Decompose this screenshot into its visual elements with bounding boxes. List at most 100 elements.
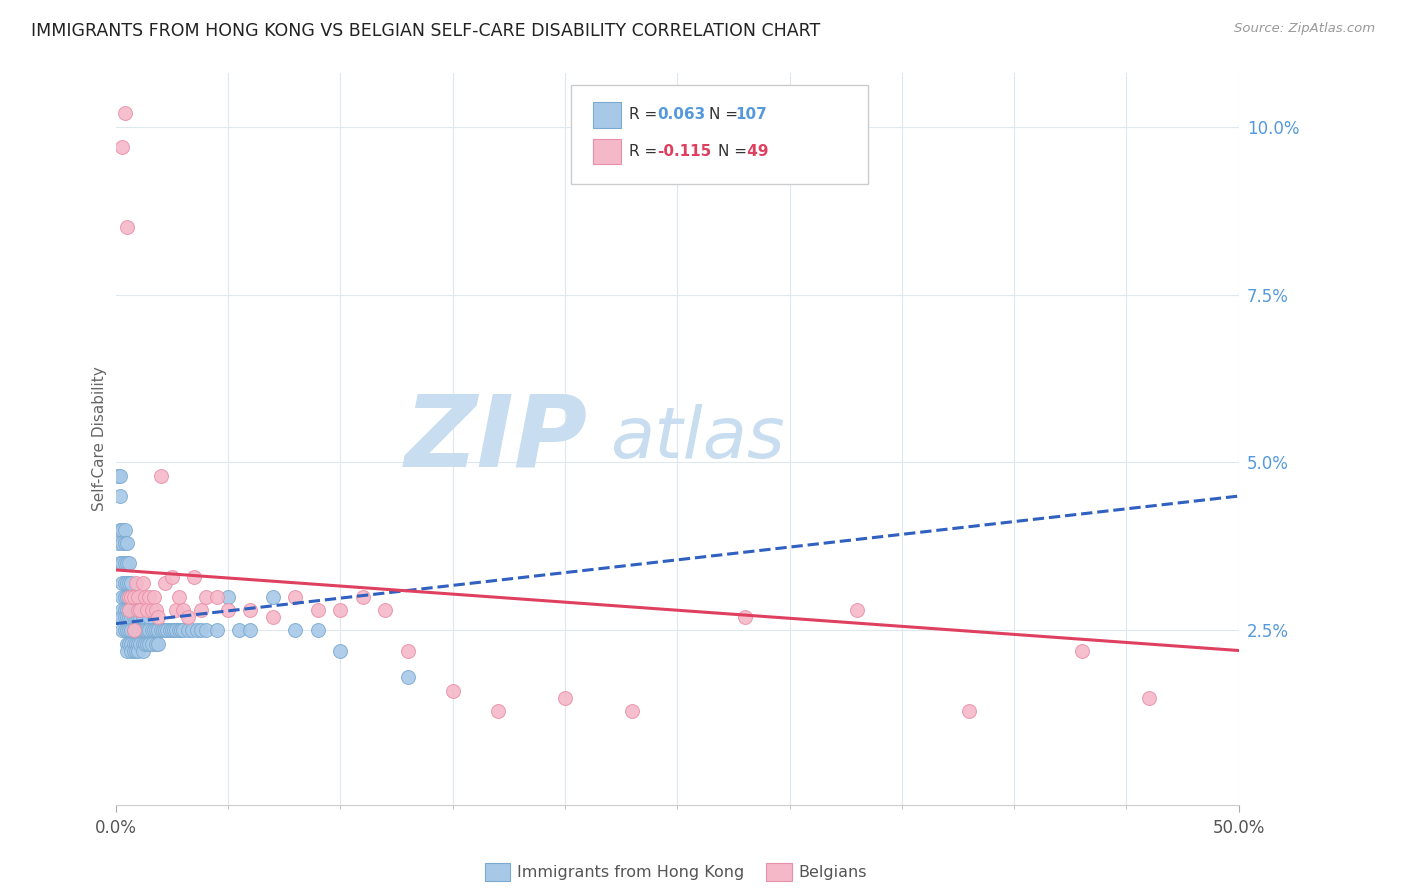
Point bbox=[129, 637, 152, 651]
Text: 49: 49 bbox=[742, 144, 769, 159]
Point bbox=[111, 536, 134, 550]
Point bbox=[181, 624, 204, 638]
Point bbox=[122, 643, 145, 657]
Point bbox=[108, 489, 131, 503]
Point bbox=[149, 624, 172, 638]
Point bbox=[153, 576, 176, 591]
Point bbox=[111, 610, 134, 624]
Point bbox=[131, 576, 153, 591]
Point bbox=[194, 624, 217, 638]
Point bbox=[183, 569, 205, 583]
Point bbox=[115, 576, 138, 591]
Point bbox=[163, 624, 186, 638]
Point bbox=[114, 556, 136, 570]
Point bbox=[734, 610, 756, 624]
Point bbox=[374, 603, 396, 617]
Point bbox=[114, 576, 136, 591]
Text: N =: N = bbox=[709, 107, 742, 122]
Point bbox=[127, 643, 149, 657]
Point bbox=[127, 624, 149, 638]
Point bbox=[114, 603, 136, 617]
Point bbox=[129, 610, 152, 624]
Text: ZIP: ZIP bbox=[405, 391, 588, 487]
Point bbox=[165, 624, 187, 638]
Text: R =: R = bbox=[628, 107, 662, 122]
Point bbox=[129, 603, 152, 617]
Point bbox=[307, 603, 329, 617]
Text: N =: N = bbox=[717, 144, 752, 159]
Point bbox=[122, 610, 145, 624]
Point bbox=[845, 603, 868, 617]
Point bbox=[120, 610, 142, 624]
Point bbox=[167, 590, 190, 604]
Point bbox=[190, 624, 212, 638]
Point bbox=[120, 637, 142, 651]
Point bbox=[118, 556, 141, 570]
Point bbox=[159, 624, 181, 638]
Point bbox=[142, 624, 165, 638]
Point bbox=[134, 590, 156, 604]
Point bbox=[118, 590, 141, 604]
Point bbox=[148, 610, 170, 624]
Point bbox=[108, 469, 131, 483]
Point bbox=[167, 624, 190, 638]
Point bbox=[120, 624, 142, 638]
Point bbox=[127, 610, 149, 624]
Point bbox=[127, 603, 149, 617]
Point bbox=[115, 637, 138, 651]
Point bbox=[307, 624, 329, 638]
Point bbox=[205, 590, 228, 604]
Point bbox=[115, 536, 138, 550]
Point bbox=[217, 603, 239, 617]
Point bbox=[176, 624, 198, 638]
Point bbox=[153, 624, 176, 638]
Point bbox=[118, 576, 141, 591]
Point bbox=[127, 637, 149, 651]
Point bbox=[131, 624, 153, 638]
Point bbox=[136, 624, 159, 638]
Point bbox=[957, 704, 980, 718]
Point bbox=[136, 637, 159, 651]
Point bbox=[115, 624, 138, 638]
Point bbox=[108, 523, 131, 537]
Point bbox=[111, 523, 134, 537]
Point bbox=[122, 637, 145, 651]
Point bbox=[107, 469, 129, 483]
Point bbox=[329, 603, 352, 617]
Point bbox=[284, 624, 307, 638]
Point bbox=[141, 624, 163, 638]
Text: R =: R = bbox=[628, 144, 662, 159]
Point bbox=[141, 603, 163, 617]
Point bbox=[441, 683, 464, 698]
Text: atlas: atlas bbox=[610, 404, 785, 474]
Bar bbox=[593, 139, 621, 164]
Point bbox=[120, 643, 142, 657]
Point bbox=[165, 603, 187, 617]
Point bbox=[149, 469, 172, 483]
Point bbox=[120, 576, 142, 591]
Point bbox=[125, 637, 148, 651]
Point bbox=[114, 624, 136, 638]
Point bbox=[122, 624, 145, 638]
Point bbox=[160, 624, 183, 638]
Point bbox=[190, 603, 212, 617]
Point bbox=[138, 624, 160, 638]
Text: Immigrants from Hong Kong: Immigrants from Hong Kong bbox=[517, 865, 745, 880]
Point bbox=[160, 569, 183, 583]
Point bbox=[131, 643, 153, 657]
Point bbox=[114, 106, 136, 120]
Point bbox=[111, 140, 134, 154]
Point bbox=[145, 637, 167, 651]
Point bbox=[122, 603, 145, 617]
Point bbox=[194, 590, 217, 604]
Point bbox=[262, 590, 284, 604]
Point bbox=[114, 590, 136, 604]
Point bbox=[156, 624, 179, 638]
Point bbox=[111, 624, 134, 638]
Point bbox=[148, 637, 170, 651]
Point bbox=[486, 704, 509, 718]
Point bbox=[554, 690, 576, 705]
Point bbox=[1070, 643, 1092, 657]
Point bbox=[114, 536, 136, 550]
Point bbox=[170, 624, 193, 638]
